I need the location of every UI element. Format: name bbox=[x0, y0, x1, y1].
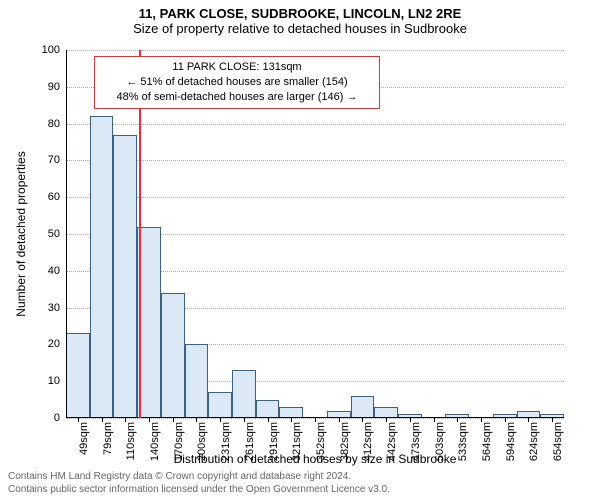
footer-line2: Contains public sector information licen… bbox=[8, 484, 592, 497]
y-tick-label: 40 bbox=[34, 265, 66, 277]
y-axis-line bbox=[66, 50, 67, 418]
annotation-box: 11 PARK CLOSE: 131sqm ← 51% of detached … bbox=[94, 56, 380, 109]
y-tick-label: 80 bbox=[34, 118, 66, 130]
annotation-line1: 11 PARK CLOSE: 131sqm bbox=[101, 60, 373, 75]
bar bbox=[232, 370, 256, 418]
bar bbox=[185, 344, 209, 418]
bar bbox=[351, 396, 375, 418]
annotation-line3: 48% of semi-detached houses are larger (… bbox=[101, 90, 373, 105]
title-address: 11, PARK CLOSE, SUDBROOKE, LINCOLN, LN2 … bbox=[0, 6, 600, 21]
y-tick-label: 20 bbox=[34, 338, 66, 350]
bar bbox=[161, 293, 185, 418]
bar bbox=[208, 392, 232, 418]
y-tick-label: 0 bbox=[34, 412, 66, 424]
y-tick-label: 30 bbox=[34, 302, 66, 314]
y-tick-label: 60 bbox=[34, 191, 66, 203]
title-block: 11, PARK CLOSE, SUDBROOKE, LINCOLN, LN2 … bbox=[0, 0, 600, 36]
annotation-line2: ← 51% of detached houses are smaller (15… bbox=[101, 75, 373, 90]
bar bbox=[66, 333, 90, 418]
y-tick-label: 70 bbox=[34, 154, 66, 166]
y-tick-label: 10 bbox=[34, 375, 66, 387]
bar bbox=[113, 135, 137, 418]
footer-attribution: Contains HM Land Registry data © Crown c… bbox=[8, 471, 592, 496]
chart-container: 11, PARK CLOSE, SUDBROOKE, LINCOLN, LN2 … bbox=[0, 0, 600, 500]
y-tick-label: 100 bbox=[34, 44, 66, 56]
bar bbox=[90, 116, 114, 418]
footer-line1: Contains HM Land Registry data © Crown c… bbox=[8, 471, 592, 484]
bar bbox=[137, 227, 161, 418]
title-subtitle: Size of property relative to detached ho… bbox=[0, 21, 600, 36]
x-axis-label: Distribution of detached houses by size … bbox=[66, 452, 564, 466]
y-tick-label: 50 bbox=[34, 228, 66, 240]
y-axis-label: Number of detached properties bbox=[14, 50, 34, 418]
y-tick-label: 90 bbox=[34, 81, 66, 93]
bar bbox=[256, 400, 280, 418]
plot-area: 0102030405060708090100 49sqm79sqm110sqm1… bbox=[66, 50, 564, 418]
